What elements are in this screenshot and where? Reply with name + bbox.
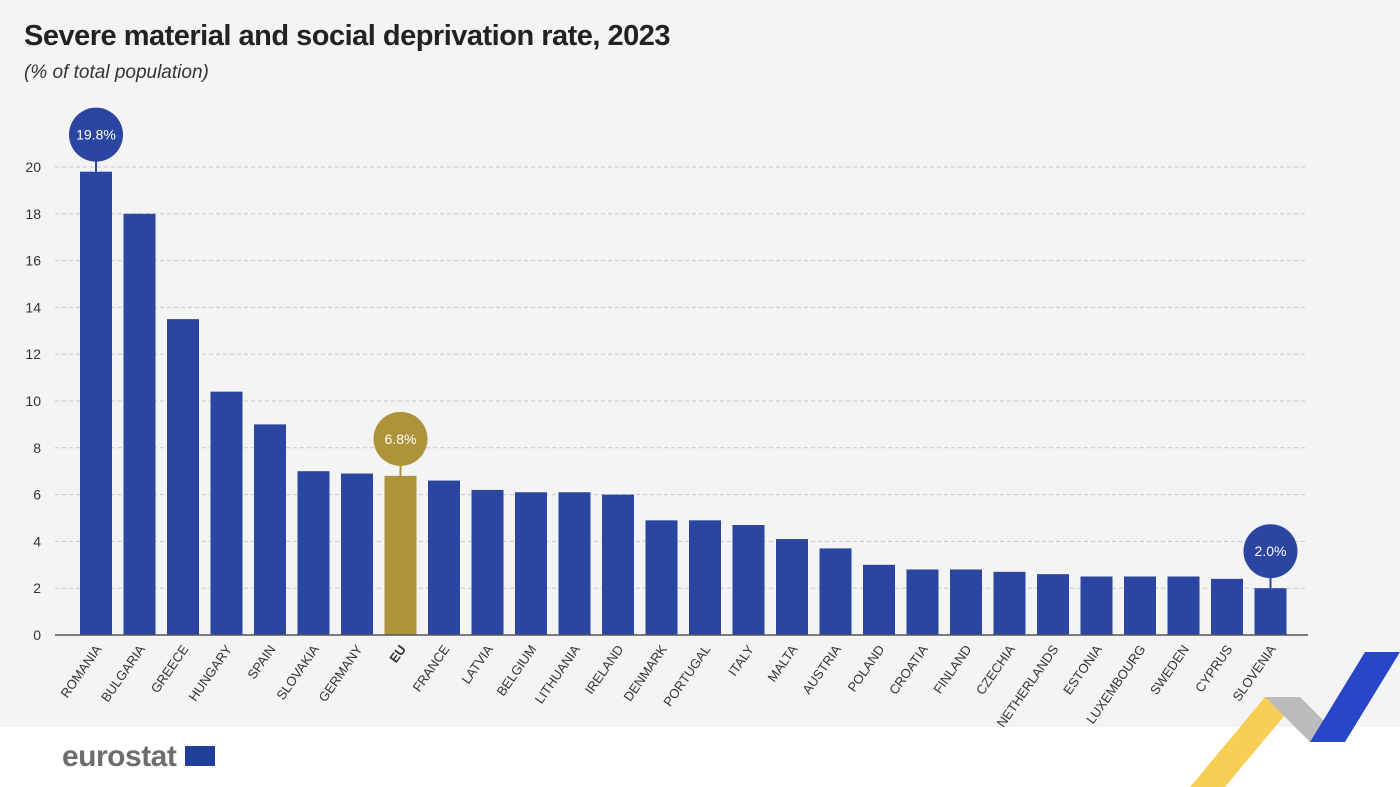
bar bbox=[297, 471, 330, 635]
callout-label: 6.8% bbox=[385, 431, 417, 447]
x-tick-label: IRELAND bbox=[582, 642, 627, 697]
x-tick-label: BULGARIA bbox=[98, 642, 148, 705]
x-tick-label: ITALY bbox=[725, 642, 757, 679]
x-tick-label: SLOVAKIA bbox=[273, 642, 322, 703]
bar bbox=[558, 492, 591, 635]
bar bbox=[1080, 576, 1113, 635]
x-tick-label: DENMARK bbox=[620, 642, 670, 704]
bar bbox=[1037, 574, 1069, 635]
bar bbox=[645, 520, 678, 635]
bar bbox=[1124, 576, 1156, 635]
eurostat-logo: eurostat bbox=[62, 740, 177, 773]
y-tick-label: 14 bbox=[25, 299, 41, 315]
bar bbox=[471, 489, 504, 635]
callout-label: 19.8% bbox=[76, 127, 116, 143]
footer bbox=[0, 727, 1400, 787]
y-tick-label: 12 bbox=[25, 346, 41, 362]
x-tick-label: BELGIUM bbox=[494, 642, 540, 699]
bar bbox=[906, 569, 939, 635]
y-tick-label: 6 bbox=[33, 487, 41, 503]
x-tick-label: FINLAND bbox=[930, 642, 974, 696]
y-tick-label: 4 bbox=[33, 533, 41, 549]
bar bbox=[863, 564, 895, 635]
bar bbox=[819, 548, 852, 635]
bar bbox=[341, 473, 373, 635]
bar bbox=[1254, 588, 1287, 635]
callout-bubble bbox=[1243, 524, 1298, 579]
bar bbox=[602, 494, 634, 635]
bar bbox=[515, 492, 547, 635]
y-tick-label: 20 bbox=[25, 159, 41, 175]
bar bbox=[210, 391, 243, 635]
x-tick-label: MALTA bbox=[764, 642, 800, 685]
y-tick-label: 10 bbox=[25, 393, 41, 409]
x-tick-label: GERMANY bbox=[315, 642, 365, 705]
chart-subtitle: (% of total population) bbox=[24, 62, 209, 83]
bar bbox=[993, 571, 1026, 635]
x-tick-label: ROMANIA bbox=[57, 642, 104, 701]
bar bbox=[123, 213, 156, 636]
bar bbox=[384, 475, 417, 635]
x-tick-label: ESTONIA bbox=[1060, 642, 1105, 697]
bar bbox=[732, 525, 765, 635]
bar bbox=[167, 319, 199, 635]
x-tick-label: LITHUANIA bbox=[532, 642, 583, 706]
x-tick-label: CROATIA bbox=[886, 642, 931, 697]
bar bbox=[1211, 578, 1243, 635]
chart-title: Severe material and social deprivation r… bbox=[24, 20, 671, 52]
eu-flag-icon bbox=[185, 746, 215, 766]
x-tick-label: HUNGARY bbox=[186, 642, 236, 704]
callout-bubble bbox=[69, 107, 123, 162]
decorative-chevron bbox=[1190, 652, 1400, 787]
x-tick-label: POLAND bbox=[845, 642, 888, 694]
bar bbox=[428, 480, 460, 635]
bar bbox=[1167, 576, 1200, 635]
bar bbox=[254, 424, 286, 635]
callout-bubble bbox=[373, 411, 428, 466]
x-tick-label: LATVIA bbox=[459, 642, 497, 687]
x-tick-label: SPAIN bbox=[244, 642, 278, 682]
y-tick-label: 0 bbox=[33, 627, 41, 643]
y-tick-label: 18 bbox=[25, 206, 41, 222]
y-tick-label: 8 bbox=[33, 440, 41, 456]
x-tick-label: EU bbox=[386, 642, 409, 665]
x-tick-label: FRANCE bbox=[410, 642, 453, 695]
bar bbox=[776, 539, 808, 635]
callout-label: 2.0% bbox=[1255, 543, 1287, 559]
x-tick-label: AUSTRIA bbox=[799, 642, 844, 697]
bar bbox=[689, 520, 721, 635]
y-tick-label: 2 bbox=[33, 580, 41, 596]
bar bbox=[80, 171, 112, 635]
x-tick-label: CZECHIA bbox=[973, 642, 1018, 698]
x-tick-label: GREECE bbox=[148, 642, 192, 696]
y-tick-label: 16 bbox=[25, 253, 41, 269]
bar bbox=[950, 569, 982, 635]
